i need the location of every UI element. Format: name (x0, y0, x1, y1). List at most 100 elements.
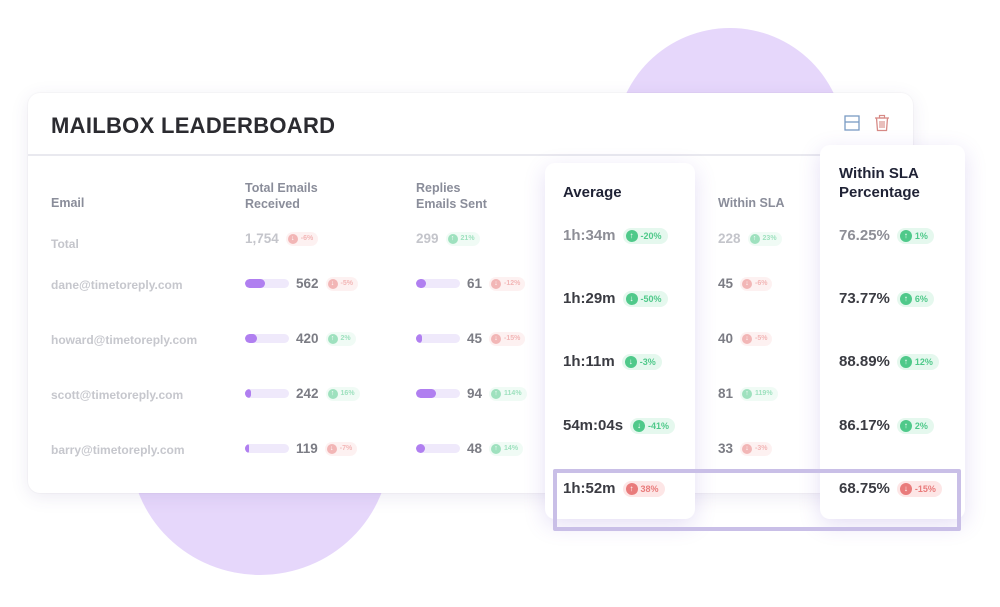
trash-icon[interactable] (873, 114, 891, 132)
change-badge: ↓ -15% (896, 480, 942, 497)
arrow-up-icon: ↑ (327, 388, 338, 399)
row-sla-percentage: 73.77% ↑ 6% (839, 290, 934, 307)
row-average: 1h:52m ↑ 38% (563, 480, 665, 497)
change-badge: ↑ 114% (489, 386, 527, 401)
arrow-up-icon: ↑ (491, 443, 502, 454)
value: 228 (718, 231, 741, 246)
row-email[interactable]: howard@timetoreply.com (51, 333, 198, 347)
change-value: -7% (339, 445, 353, 452)
value: 242 (296, 386, 319, 401)
value: 119 (296, 441, 318, 456)
change-value: 12% (914, 356, 933, 367)
value: 86.17% (839, 417, 890, 434)
column-header-email[interactable]: Email (51, 196, 85, 210)
progress-bar (416, 444, 460, 453)
leaderboard-card: MAILBOX LEADERBOARD Email Total Emails R… (28, 93, 913, 493)
change-value: 16% (340, 390, 355, 397)
value: 1h:11m (563, 353, 615, 370)
row-email[interactable]: barry@timetoreply.com (51, 443, 185, 457)
arrow-down-icon: ↓ (491, 278, 502, 289)
column-header-average[interactable]: Average (563, 184, 622, 201)
column-header-replies-sent[interactable]: Replies Emails Sent (416, 180, 487, 212)
change-value: -12% (504, 280, 521, 287)
column-header-line: Within SLA (839, 165, 919, 182)
change-value: 2% (914, 420, 928, 431)
row-within-sla: 81 ↑ 119% (718, 386, 778, 401)
change-badge: ↑ -20% (622, 227, 668, 244)
total-sla-percentage: 76.25% ↑ 1% (839, 227, 934, 244)
change-value: 119% (755, 390, 773, 397)
value: 88.89% (839, 353, 890, 370)
value: 1h:29m (563, 290, 616, 307)
column-header-total-received[interactable]: Total Emails Received (245, 180, 318, 212)
row-received: 562 ↓ -5% (245, 276, 358, 291)
arrow-up-icon: ↑ (625, 229, 638, 242)
card-header: MAILBOX LEADERBOARD (28, 93, 913, 156)
change-badge: ↑ 16% (325, 386, 360, 401)
change-badge: ↓ -6% (285, 231, 319, 246)
row-replies: 61 ↓ -12% (416, 276, 526, 291)
layout-icon[interactable] (843, 114, 861, 132)
arrow-down-icon: ↓ (624, 355, 637, 368)
row-email[interactable]: scott@timetoreply.com (51, 388, 184, 402)
value: 61 (467, 276, 483, 291)
arrow-down-icon: ↓ (491, 333, 502, 344)
arrow-up-icon: ↑ (899, 355, 912, 368)
change-badge: ↑ 21% (445, 231, 480, 246)
column-header-line: Percentage (839, 184, 920, 201)
change-badge: ↑ 12% (896, 353, 939, 370)
value: 562 (296, 276, 319, 291)
sla-percentage-column-card: Within SLA Percentage 76.25% ↑ 1% 73.77% … (820, 145, 965, 519)
arrow-down-icon: ↓ (899, 482, 912, 495)
progress-bar (416, 334, 460, 343)
arrow-up-icon: ↑ (742, 388, 753, 399)
arrow-up-icon: ↑ (625, 482, 638, 495)
row-email[interactable]: dane@timetoreply.com (51, 278, 183, 292)
row-received: 119 ↓ -7% (245, 441, 358, 456)
progress-bar (245, 279, 289, 288)
change-badge: ↑ 23% (747, 231, 782, 246)
row-sla-percentage: 68.75% ↓ -15% (839, 480, 942, 497)
change-badge: ↑ 14% (489, 441, 524, 456)
change-value: 21% (460, 235, 475, 242)
column-header-sla-percentage[interactable]: Within SLA Percentage (839, 164, 920, 202)
change-value: -5% (755, 335, 768, 342)
arrow-down-icon: ↓ (742, 278, 753, 289)
value: 94 (467, 386, 483, 401)
change-value: 1% (914, 230, 928, 241)
value: 299 (416, 231, 439, 246)
arrow-down-icon: ↓ (326, 443, 337, 454)
value: 45 (718, 276, 734, 291)
arrow-up-icon: ↑ (749, 233, 760, 244)
total-average: 1h:34m ↑ -20% (563, 227, 668, 244)
change-value: -15% (914, 483, 936, 494)
row-within-sla: 45 ↓ -6% (718, 276, 773, 291)
arrow-up-icon: ↑ (327, 333, 338, 344)
progress-bar (245, 444, 289, 453)
change-badge: ↓ -3% (621, 353, 662, 370)
arrow-down-icon: ↓ (287, 233, 298, 244)
change-badge: ↑ 2% (896, 417, 934, 434)
change-badge: ↑ 119% (740, 386, 778, 401)
arrow-up-icon: ↑ (447, 233, 458, 244)
arrow-down-icon: ↓ (625, 292, 638, 305)
change-value: 23% (762, 235, 777, 242)
change-value: -15% (504, 335, 521, 342)
change-badge: ↑ 38% (622, 480, 665, 497)
change-value: 38% (640, 483, 659, 494)
arrow-up-icon: ↑ (899, 292, 912, 305)
column-header-line: Total Emails (245, 181, 318, 195)
change-value: -3% (639, 356, 656, 367)
progress-bar (245, 334, 289, 343)
column-header-within-sla[interactable]: Within SLA (718, 196, 785, 210)
row-within-sla: 33 ↓ -3% (718, 441, 773, 456)
column-header-line: Replies (416, 181, 461, 195)
change-value: -5% (340, 280, 353, 287)
arrow-up-icon: ↑ (899, 419, 912, 432)
row-sla-percentage: 86.17% ↑ 2% (839, 417, 934, 434)
change-badge: ↓ -3% (740, 441, 773, 456)
value: 1h:34m (563, 227, 616, 244)
value: 1,754 (245, 231, 279, 246)
change-badge: ↓ -50% (622, 290, 668, 307)
value: 420 (296, 331, 319, 346)
